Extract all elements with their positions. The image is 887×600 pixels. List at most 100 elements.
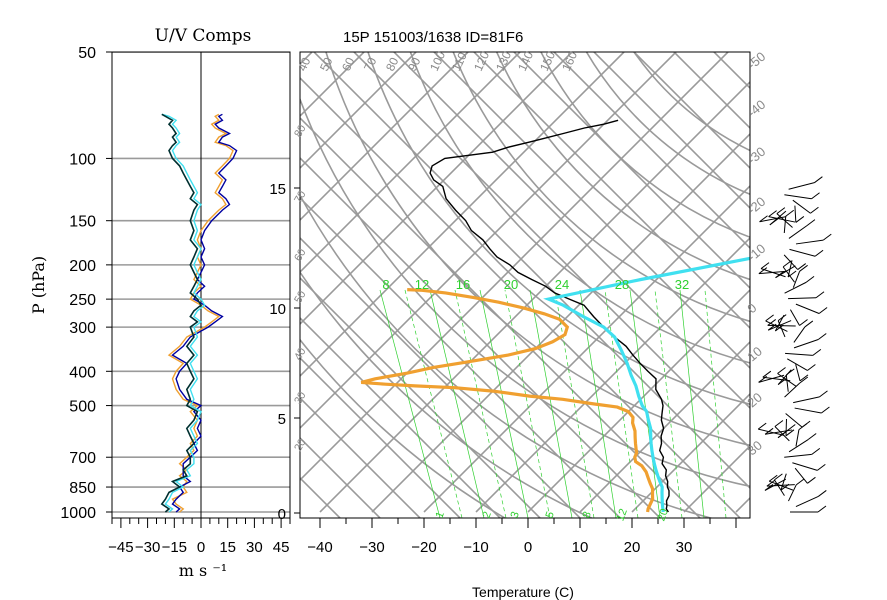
wind-barb-flag (777, 367, 786, 374)
wind-barb-staff (784, 281, 807, 294)
wind-barb-flag (801, 420, 811, 428)
dry-adiabat (300, 396, 421, 518)
wind-barb (788, 219, 816, 239)
wind-barb-flag (815, 291, 825, 299)
dry-adiabat (300, 276, 541, 518)
wind-barb (793, 333, 827, 349)
left-axis-label: 60 (292, 247, 309, 264)
wind-barb-flag (785, 209, 795, 217)
wind-barb (757, 422, 785, 436)
wind-barb (764, 427, 793, 435)
wind-barb-flag (759, 215, 768, 223)
mixing-ratio-line (704, 289, 727, 518)
isotherm (300, 52, 729, 482)
wind-barb (786, 358, 816, 371)
pressure-tick-label: 500 (69, 399, 96, 416)
wind-barb (795, 303, 828, 314)
wind-barb-flag (819, 390, 828, 398)
wind-barb (768, 474, 794, 491)
uv-x-tick-label: 45 (273, 539, 290, 556)
wind-barb-flag (785, 429, 795, 437)
wind-barb-staff (768, 216, 796, 223)
wind-barb-flag (822, 233, 832, 241)
mixing-ratio-bottom-label: 3 (508, 510, 521, 520)
temperature-tick-label: 20 (624, 539, 641, 556)
dry-adiabat (312, 52, 750, 490)
moist-adiabat (300, 193, 714, 518)
wind-barb (777, 369, 792, 385)
skewt-series-line-1 (543, 256, 750, 513)
wind-barb-flag (762, 370, 772, 378)
temperature-tick-label: −40 (307, 539, 332, 556)
wind-barb-flag (797, 263, 807, 270)
wind-barb-staff (788, 439, 809, 453)
right-axis-label: 20 (744, 390, 765, 411)
wind-barb-flag (767, 319, 777, 326)
uv-x-tick-label: 15 (219, 539, 236, 556)
wind-barb-staff (789, 248, 816, 257)
dry-adiabat (0, 18, 20, 518)
wind-barb-flag (814, 249, 824, 257)
wind-barb-staff (792, 271, 801, 288)
isotherm (300, 52, 625, 378)
temperature-tick-label: 30 (676, 539, 693, 556)
wind-barb (789, 309, 808, 326)
wind-barb (758, 267, 787, 275)
dry-adiabat (880, 18, 887, 518)
wind-barb (794, 406, 830, 414)
isotherm-label: 70 (361, 55, 379, 73)
wind-barb-flag (811, 447, 821, 455)
wind-barb-flag (807, 364, 816, 371)
wind-barb-flag (768, 210, 777, 217)
wind-barb-staff (764, 478, 787, 491)
temperature-tick-label: −30 (359, 539, 384, 556)
wind-barb-flag (817, 505, 827, 513)
dry-adiabat (300, 156, 661, 518)
mixing-ratio-label: 24 (555, 277, 569, 292)
wind-barb-staff (794, 205, 797, 223)
mixing-ratio-bottom-label: 5 (543, 510, 556, 520)
dry-adiabat (300, 356, 461, 518)
wind-barb-flag (758, 267, 768, 275)
temperature-tick-label: 10 (572, 539, 589, 556)
wind-barb (774, 314, 785, 332)
mixing-ratio-label: 16 (456, 277, 470, 292)
wind-barb-flag (814, 176, 823, 184)
wind-barb-staff (783, 216, 787, 234)
wind-barb (785, 413, 811, 428)
skewt-series-line-2 (360, 288, 655, 513)
wind-barb-flag (780, 483, 790, 491)
wind-barb-staff (788, 225, 808, 239)
wind-barb (793, 320, 814, 343)
wind-barb-staff (759, 216, 787, 223)
uv-x-tick-label: 30 (246, 539, 263, 556)
wind-barb (784, 447, 821, 458)
wind-barb-flag (804, 320, 814, 328)
moist-adiabat (300, 338, 507, 518)
pressure-axis-label: P (hPa) (29, 256, 48, 314)
isotherm (300, 52, 573, 326)
wind-barb-flag (810, 206, 819, 214)
uv-x-tick-label: −30 (135, 539, 160, 556)
wind-barb-staff (783, 254, 799, 270)
dry-adiabat (300, 316, 501, 518)
wind-barb-flag (782, 260, 792, 268)
mixing-ratio-bottom-label: 1 (433, 510, 446, 520)
wind-barb (783, 209, 795, 234)
wind-barb-staff (780, 473, 787, 491)
wind-barb (758, 374, 785, 383)
wind-barb-staff (777, 369, 792, 385)
pressure-tick-label: 700 (69, 450, 96, 467)
wind-barb (788, 176, 823, 190)
left-axis-label: 20 (292, 437, 309, 454)
mixing-ratio-line (679, 289, 705, 518)
pressure-tick-label: 850 (69, 480, 96, 497)
wind-barb-flag (757, 422, 767, 430)
uv-x-tick-label: 0 (197, 539, 205, 556)
dry-adiabat (512, 52, 750, 290)
wind-barb-staff (788, 182, 815, 190)
wind-barb-flag (818, 490, 827, 497)
wind-barb-staff (768, 320, 792, 331)
wind-barb (794, 467, 816, 484)
